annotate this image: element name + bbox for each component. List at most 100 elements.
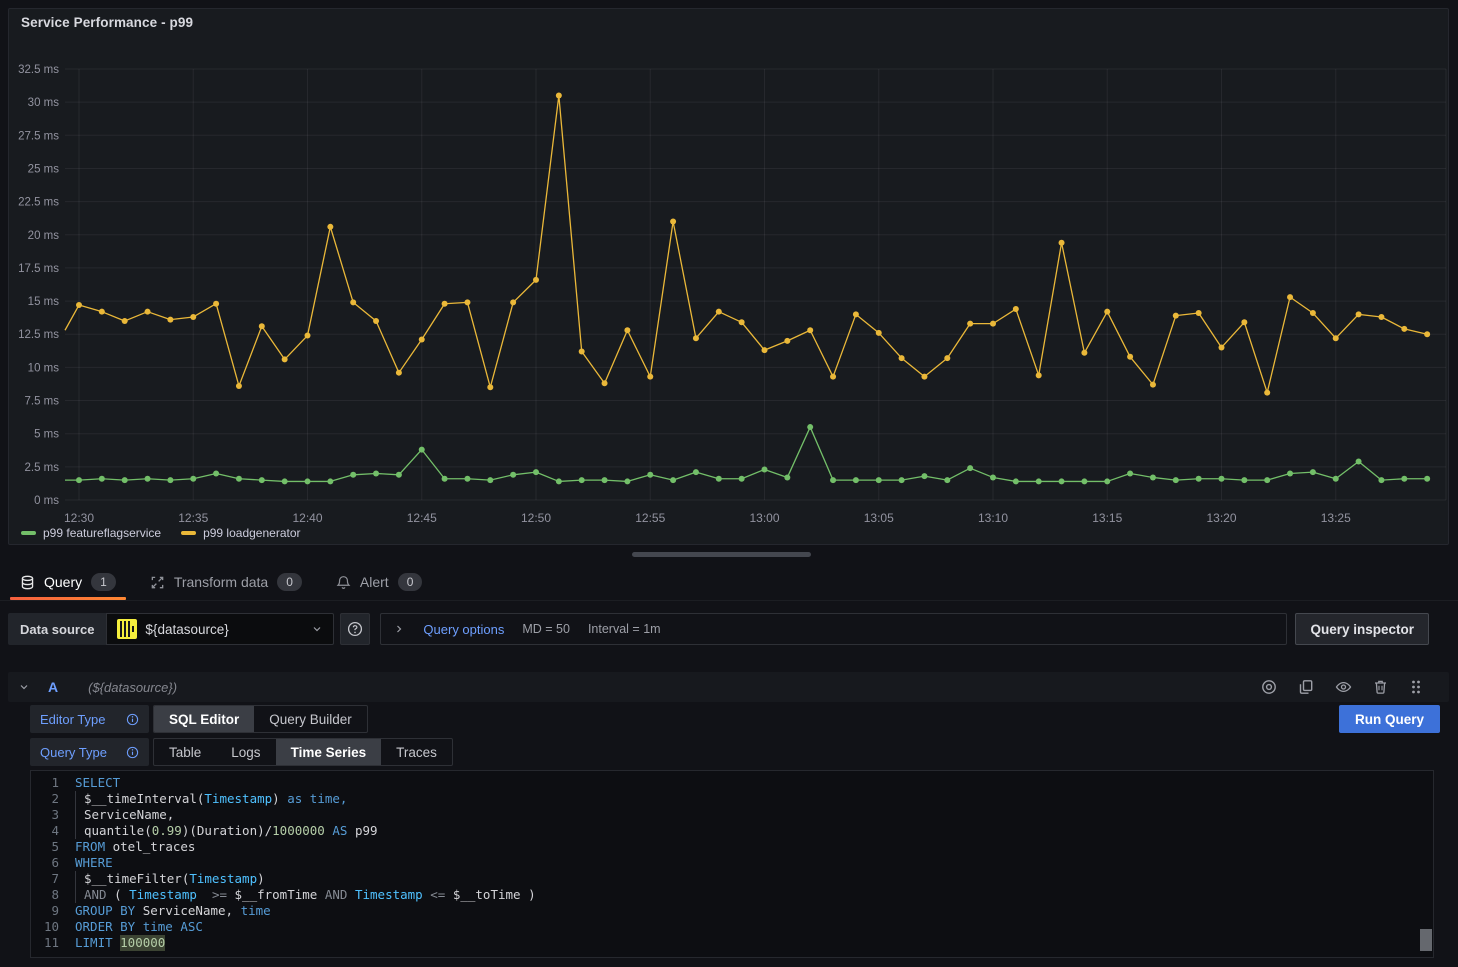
- editor-type-sql-editor[interactable]: SQL Editor: [154, 706, 255, 732]
- run-query-button[interactable]: Run Query: [1339, 705, 1441, 733]
- legend-item[interactable]: p99 featureflagservice: [21, 526, 161, 540]
- svg-text:13:15: 13:15: [1092, 511, 1122, 525]
- indent-guide: [75, 823, 84, 839]
- sql-code-editor[interactable]: 1 SELECT 2 $__timeInterval(Timestamp) as ti…: [30, 770, 1434, 958]
- indent-guide: [75, 887, 84, 903]
- horizontal-scrollbar-thumb[interactable]: [632, 552, 811, 557]
- bell-icon: [336, 575, 351, 589]
- code-token: AND: [317, 887, 355, 902]
- code-token: Timestamp: [189, 871, 258, 886]
- query-type-label-chip: Query Type: [30, 738, 149, 766]
- svg-text:0 ms: 0 ms: [34, 495, 59, 507]
- legend-series-swatch: [181, 531, 197, 535]
- code-line[interactable]: 1 SELECT: [31, 775, 1433, 791]
- query-type-table[interactable]: Table: [169, 744, 202, 760]
- line-number: 10: [43, 919, 59, 934]
- line-number: 1: [51, 775, 59, 790]
- query-type-time-series[interactable]: Time Series: [275, 739, 382, 765]
- drag-handle-icon[interactable]: [1409, 679, 1423, 695]
- delete-query-icon[interactable]: [1373, 679, 1388, 695]
- tab-query[interactable]: Query 1: [10, 564, 126, 600]
- query-type-switch: Table Logs Time Series Traces: [153, 738, 453, 766]
- editor-type-switch: SQL Editor Query Builder: [153, 705, 368, 733]
- code-token: Timestamp: [129, 887, 197, 902]
- svg-text:5 ms: 5 ms: [34, 429, 59, 441]
- query-datasource-hint: (${datasource}): [88, 679, 178, 695]
- code-token: Timestamp: [204, 791, 273, 806]
- tab-alert[interactable]: Alert 0: [326, 564, 432, 600]
- code-token: 1000000: [272, 823, 325, 838]
- svg-text:13:25: 13:25: [1321, 511, 1351, 525]
- code-token: otel_traces: [105, 839, 196, 854]
- svg-text:22.5 ms: 22.5 ms: [18, 197, 59, 209]
- editor-type-row: Editor Type SQL Editor Query Builder: [30, 705, 368, 733]
- tab-transform-data[interactable]: Transform data 0: [140, 564, 312, 600]
- record-circle-icon[interactable]: [1261, 679, 1277, 695]
- code-line[interactable]: 8 AND ( Timestamp >= $__fromTime AND Time…: [31, 887, 1433, 903]
- code-line[interactable]: 5 FROM otel_traces: [31, 839, 1433, 855]
- code-token: ): [257, 871, 265, 886]
- query-ref-id: A: [48, 679, 59, 695]
- legend-item[interactable]: p99 loadgenerator: [181, 526, 301, 540]
- query-inspector-button[interactable]: Query inspector: [1295, 613, 1429, 645]
- query-row-header[interactable]: A (${datasource}): [8, 672, 1449, 702]
- tab-query-count: 1: [91, 573, 116, 591]
- code-line[interactable]: 10 ORDER BY time ASC: [31, 919, 1433, 935]
- code-token: Timestamp: [354, 887, 423, 902]
- code-token: ): [520, 887, 536, 902]
- svg-text:12.5 ms: 12.5 ms: [18, 329, 59, 341]
- chart-legend: p99 featureflagservice p99 loadgenerator: [21, 526, 301, 540]
- timeseries-chart[interactable]: 0 ms 2.5 ms 5 ms 7.5 ms 10 ms 12.5 ms 15 ms 17.…: [9, 45, 1448, 525]
- legend-series-label: p99 loadgenerator: [203, 526, 301, 540]
- code-token: ): [272, 791, 280, 806]
- line-number: 8: [51, 887, 59, 902]
- line-number: 6: [51, 855, 59, 870]
- code-line[interactable]: 6 WHERE: [31, 855, 1433, 871]
- code-token: >=: [196, 887, 235, 902]
- collapse-chevron-icon: [20, 685, 28, 690]
- query-type-logs[interactable]: Logs: [231, 744, 261, 760]
- code-line[interactable]: 7 $__timeFilter(Timestamp): [31, 871, 1433, 887]
- editor-overview-ruler-thumb[interactable]: [1420, 929, 1432, 951]
- code-token: LIMIT: [75, 935, 121, 950]
- svg-text:12:35: 12:35: [178, 511, 208, 525]
- code-line[interactable]: 2 $__timeInterval(Timestamp) as time,: [31, 791, 1433, 807]
- indent-guide: [75, 807, 84, 823]
- code-token: as time,: [279, 791, 348, 806]
- svg-text:17.5 ms: 17.5 ms: [18, 263, 59, 275]
- toggle-visibility-icon[interactable]: [1335, 679, 1352, 695]
- code-token: ServiceName,: [84, 807, 175, 822]
- transform-icon: [151, 576, 164, 588]
- svg-text:30 ms: 30 ms: [28, 97, 60, 109]
- sql-code-lines: 1 SELECT 2 $__timeInterval(Timestamp) as ti…: [31, 775, 1433, 951]
- query-options-section[interactable]: Query options MD = 50 Interval = 1m: [380, 613, 1288, 645]
- duplicate-query-icon[interactable]: [1298, 679, 1314, 695]
- code-line[interactable]: 9 GROUP BY ServiceName, time: [31, 903, 1433, 919]
- code-token: (: [106, 887, 130, 902]
- datasource-help-button[interactable]: [340, 613, 371, 645]
- query-type-label: Query Type: [40, 744, 107, 760]
- datasource-picker[interactable]: ${datasource}: [106, 613, 335, 645]
- query-row-actions: [1261, 679, 1423, 695]
- code-line[interactable]: 11 LIMIT 100000: [31, 935, 1433, 951]
- svg-text:12:50: 12:50: [521, 511, 551, 525]
- info-icon[interactable]: [126, 713, 139, 726]
- query-options-link[interactable]: Query options: [423, 621, 505, 637]
- database-icon: [21, 575, 34, 589]
- code-token: $__timeFilter(: [84, 871, 190, 886]
- chevron-right-icon: [397, 625, 402, 633]
- query-type-traces[interactable]: Traces: [396, 744, 437, 760]
- svg-text:12:45: 12:45: [407, 511, 437, 525]
- question-circle-icon: [348, 621, 363, 637]
- svg-text:10 ms: 10 ms: [28, 362, 60, 374]
- line-number: 7: [51, 871, 59, 886]
- info-icon[interactable]: [126, 746, 139, 759]
- interval-value: Interval = 1m: [587, 622, 661, 636]
- editor-type-query-builder[interactable]: Query Builder: [269, 711, 352, 727]
- code-token: quantile(: [84, 823, 152, 838]
- svg-text:25 ms: 25 ms: [28, 163, 60, 175]
- code-token: <=: [422, 887, 453, 902]
- code-token: p99: [347, 823, 378, 838]
- code-line[interactable]: 3 ServiceName,: [31, 807, 1433, 823]
- code-line[interactable]: 4 quantile(0.99)(Duration)/1000000 AS p99: [31, 823, 1433, 839]
